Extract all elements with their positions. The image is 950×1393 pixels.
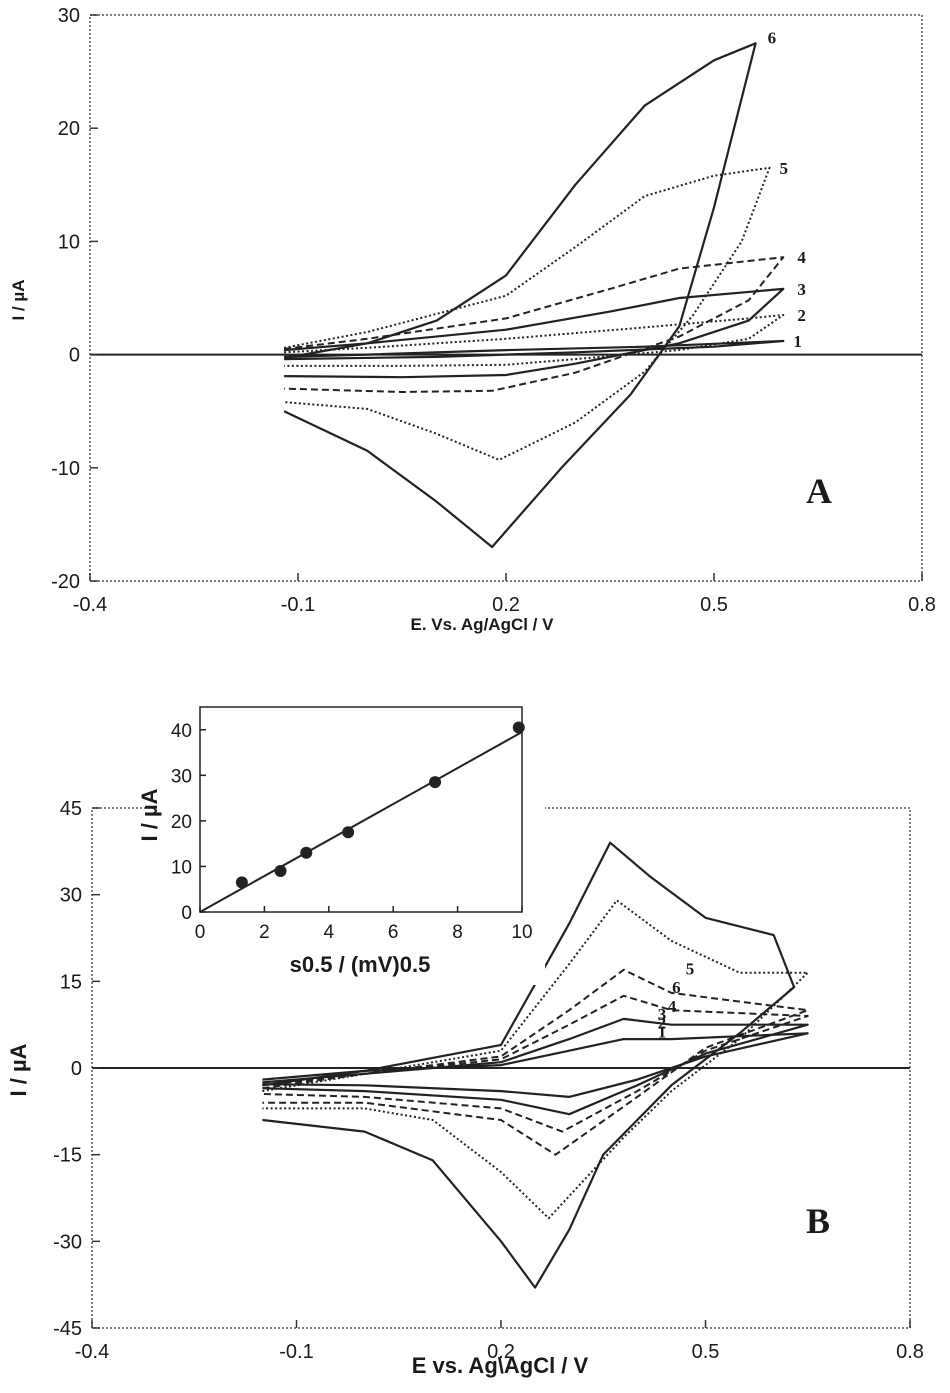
panel-b-curve-labels: 123 456 <box>658 960 695 1042</box>
curve-label-3: 3 <box>797 280 806 299</box>
panel-b-x-axis-label: E vs. Ag\AgCl / V <box>412 1353 589 1378</box>
inset-x-tick-label: 10 <box>511 922 532 943</box>
y-tick-label: -10 <box>51 458 80 480</box>
y-tick-label: 30 <box>60 885 82 907</box>
panel-b-curves <box>262 841 809 1289</box>
panel-b-letter: B <box>806 1201 830 1241</box>
cv-curve-4 <box>262 968 809 1156</box>
inset-data-point <box>300 846 313 859</box>
x-tick-label: 0.2 <box>492 594 520 616</box>
curve-label-6: 6 <box>768 28 777 47</box>
inset-x-axis-label: s0.5 / (mV)0.5 <box>290 952 431 977</box>
y-tick-label: 20 <box>58 118 80 140</box>
x-tick-label: 0.8 <box>908 594 936 616</box>
inset-y-axis-label: I / µA <box>137 788 162 841</box>
inset-y-tick-label: 10 <box>171 857 192 878</box>
panel-a-ticks: -0.4 -0.1 0.2 0.5 0.8 -20 -10 0 10 20 30 <box>51 5 936 616</box>
x-tick-label: 0.8 <box>896 1341 924 1363</box>
inset-x-tick-label: 0 <box>195 922 206 943</box>
inset-data-point <box>235 876 248 889</box>
cv-curve-1 <box>262 1032 809 1098</box>
x-tick-label: -0.1 <box>279 1341 313 1363</box>
y-tick-label: 0 <box>69 345 80 367</box>
panel-b-y-axis-label: I / µA <box>6 1043 31 1096</box>
cv-curve-3 <box>284 287 785 379</box>
inset-x-tick-label: 6 <box>388 922 399 943</box>
cv-curve-4 <box>283 256 785 393</box>
y-tick-label: 10 <box>58 231 80 253</box>
y-tick-label: -20 <box>51 571 80 593</box>
inset-y-tick-label: 20 <box>171 812 192 833</box>
x-tick-label: -0.4 <box>75 1341 109 1363</box>
panel-a-letter: A <box>806 471 832 511</box>
x-tick-label: 0.5 <box>692 1341 720 1363</box>
y-tick-label: -45 <box>53 1318 82 1340</box>
inset-data-point <box>274 865 287 877</box>
curve-label-1: 1 <box>793 332 802 351</box>
curve-label-4: 4 <box>797 248 806 267</box>
cv-curve-5 <box>262 899 809 1220</box>
curve-label-5: 5 <box>686 960 695 979</box>
cv-curve-6 <box>283 42 757 549</box>
y-tick-label: 15 <box>60 971 82 993</box>
cv-curve-3 <box>262 994 809 1133</box>
curve-label-4: 4 <box>668 997 677 1016</box>
inset-fit-line <box>199 731 523 913</box>
cv-curve-1 <box>284 339 785 361</box>
cv-curve-2 <box>284 314 785 367</box>
inset-background <box>155 700 545 985</box>
inset-plot-frame <box>199 706 523 913</box>
inset-data-point <box>429 776 442 789</box>
inset-y-tick-label: 30 <box>171 766 192 787</box>
cv-curve-2 <box>262 1017 809 1116</box>
curve-label-6: 6 <box>672 978 681 997</box>
inset-data-point <box>342 826 355 839</box>
panel-a-x-axis-label: E. Vs. Ag/AgCl / V <box>411 615 555 634</box>
x-tick-label: 0.2 <box>487 1341 515 1363</box>
panel-a-y-axis-label: I / µA <box>9 280 28 321</box>
inset-x-tick-label: 2 <box>259 922 270 943</box>
cv-curve-6 <box>262 841 796 1289</box>
y-tick-label: -15 <box>53 1145 82 1167</box>
y-tick-label: 45 <box>60 798 82 820</box>
inset-plot: 0 2 4 6 8 10 0 10 20 30 40 s0.5 / (mV)0.5 I / µA <box>137 700 545 985</box>
inset-x-tick-label: 4 <box>324 922 335 943</box>
x-tick-label: 0.5 <box>700 594 728 616</box>
y-tick-label: 0 <box>71 1058 82 1080</box>
curve-label-3: 3 <box>658 1005 667 1024</box>
curve-label-1: 1 <box>658 1022 667 1041</box>
curve-label-2: 2 <box>658 1014 667 1033</box>
panel-a-curves <box>283 42 785 549</box>
x-tick-label: -0.4 <box>73 594 107 616</box>
inset-ticks: 0 2 4 6 8 10 0 10 20 30 40 <box>171 721 533 943</box>
cv-curve-5 <box>283 166 771 461</box>
panel-a-curve-labels: 1 2 3 4 5 6 <box>768 28 807 351</box>
curve-label-5: 5 <box>779 159 788 178</box>
inset-y-tick-label: 40 <box>171 721 192 742</box>
curve-label-2: 2 <box>797 306 806 325</box>
y-tick-label: -30 <box>53 1231 82 1253</box>
x-tick-label: -0.1 <box>281 594 315 616</box>
y-tick-label: 30 <box>58 5 80 27</box>
panel-a: -0.4 -0.1 0.2 0.5 0.8 -20 -10 0 10 20 30 1 2 3 4 5 6 E.… <box>9 5 936 634</box>
inset-data-point <box>512 721 525 734</box>
inset-y-tick-label: 0 <box>181 903 192 924</box>
inset-marks <box>199 721 525 913</box>
inset-x-tick-label: 8 <box>452 922 463 943</box>
